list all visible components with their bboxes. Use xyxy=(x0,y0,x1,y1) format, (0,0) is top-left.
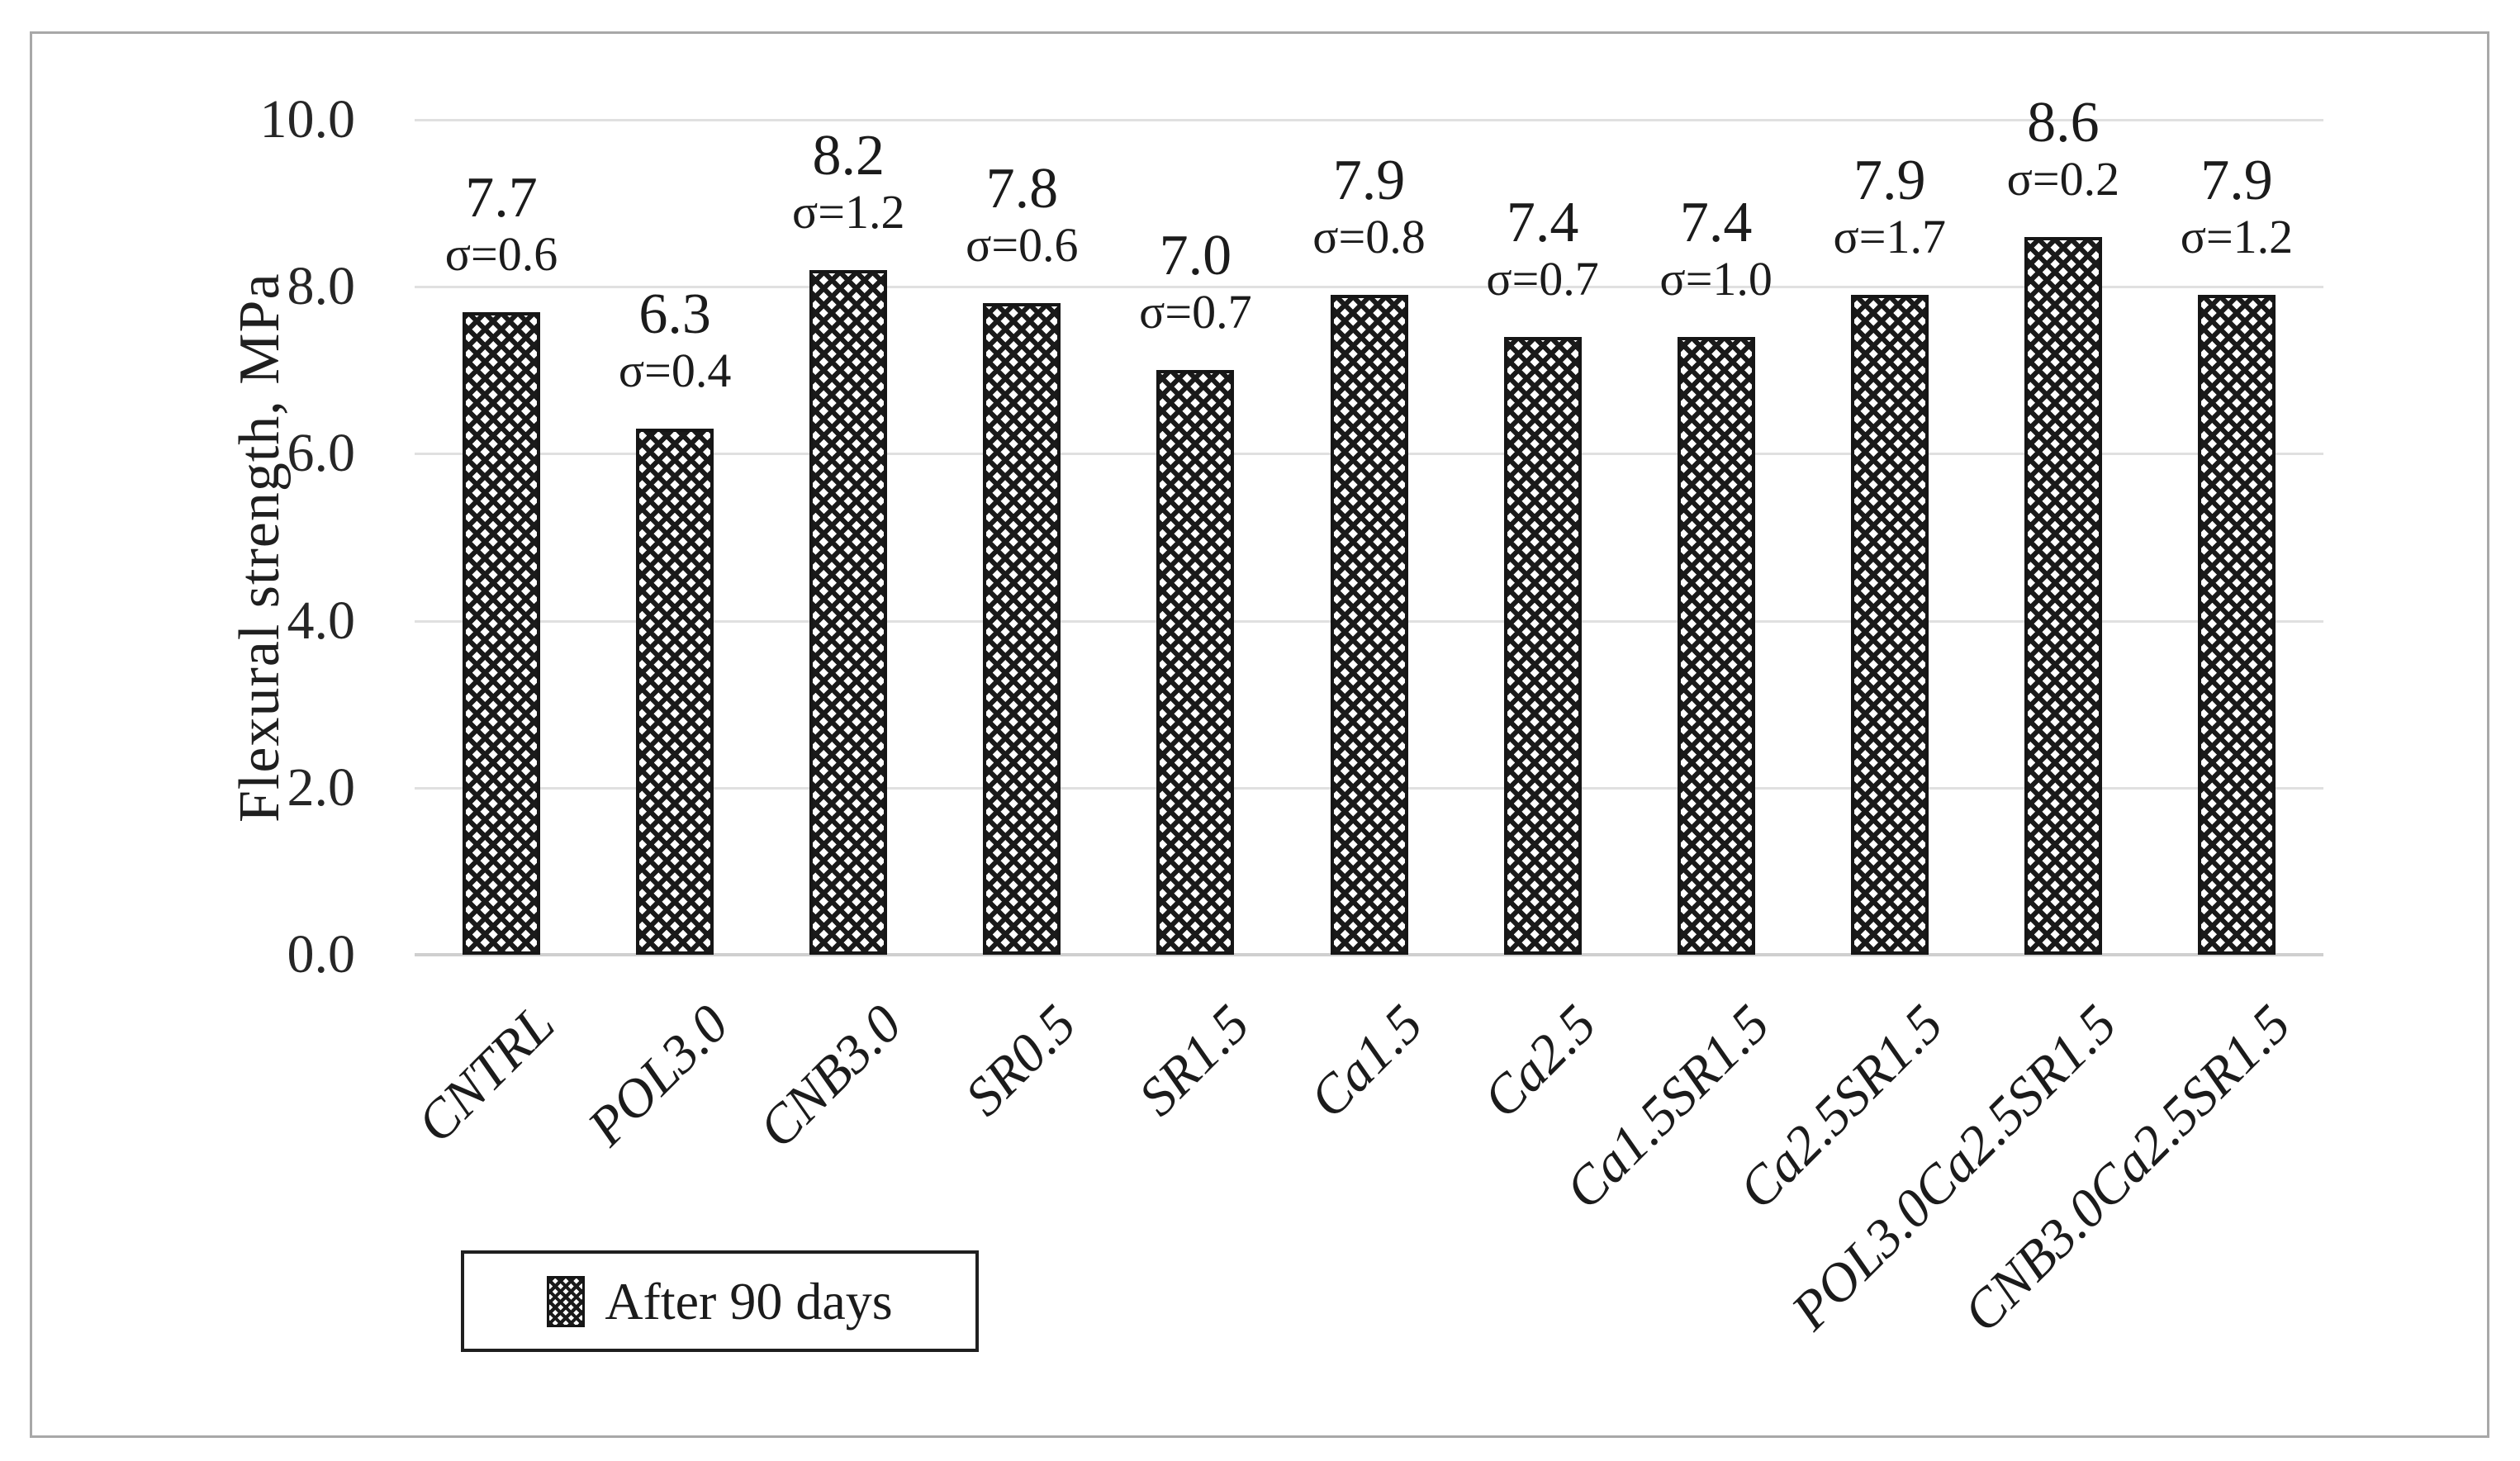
bar-SR1.5 xyxy=(1156,370,1235,955)
y-tick-label-0.0: 0.0 xyxy=(287,924,356,984)
bar-sigma-label-Ca1.5SR1.5: σ=1.0 xyxy=(1659,251,1773,306)
bar-value-label-POL3.0Ca2.5SR1.5: 8.6 xyxy=(2027,90,2100,154)
y-tick-label-8.0: 8.0 xyxy=(287,256,356,317)
bar-POL3.0Ca2.5SR1.5 xyxy=(2024,236,2102,955)
bar-Ca1.5 xyxy=(1330,295,1408,955)
bar-SR0.5 xyxy=(983,303,1061,955)
gridline-8.0 xyxy=(415,286,2323,289)
bar-CNB3.0Ca2.5SR1.5 xyxy=(2197,295,2276,955)
x-axis-label-Ca1.5: Ca1.5 xyxy=(1298,994,1435,1130)
legend-label: After 90 days xyxy=(605,1271,893,1331)
y-tick-label-4.0: 4.0 xyxy=(287,590,356,651)
bar-value-label-Ca2.5SR1.5: 7.9 xyxy=(1853,149,1926,213)
bar-value-label-POL3.0: 6.3 xyxy=(638,282,711,347)
bar-sigma-label-Ca2.5SR1.5: σ=1.7 xyxy=(1833,210,1947,264)
bar-sigma-label-CNTRL: σ=0.6 xyxy=(444,226,558,281)
x-axis-label-SR1.5: SR1.5 xyxy=(1127,994,1261,1127)
gridline-10.0 xyxy=(415,119,2323,121)
x-axis-label-POL3.0Ca2.5SR1.5: POL3.0Ca2.5SR1.5 xyxy=(1780,994,2128,1342)
gridline-0.0 xyxy=(415,953,2323,956)
x-axis-label-CNTRL: CNTRL xyxy=(406,994,567,1155)
bar-POL3.0 xyxy=(636,429,714,955)
bar-sigma-label-Ca2.5: σ=0.7 xyxy=(1486,251,1599,306)
x-axis-label-Ca2.5: Ca2.5 xyxy=(1471,994,1608,1130)
x-axis-label-CNB3.0: CNB3.0 xyxy=(747,994,914,1160)
legend-swatch-crosshatch-icon xyxy=(547,1275,586,1327)
bar-sigma-label-CNB3.0: σ=1.2 xyxy=(791,184,905,239)
bar-value-label-CNB3.0Ca2.5SR1.5: 7.9 xyxy=(2200,149,2273,213)
bar-value-label-Ca1.5: 7.9 xyxy=(1332,149,1406,213)
bar-sigma-label-CNB3.0Ca2.5SR1.5: σ=1.2 xyxy=(2180,210,2294,264)
bar-sigma-label-POL3.0Ca2.5SR1.5: σ=0.2 xyxy=(2006,151,2120,206)
bar-CNTRL xyxy=(463,311,541,955)
bar-sigma-label-SR1.5: σ=0.7 xyxy=(1139,285,1252,339)
bar-value-label-SR0.5: 7.8 xyxy=(985,157,1059,221)
bar-value-label-CNB3.0: 8.2 xyxy=(812,123,885,187)
y-tick-label-6.0: 6.0 xyxy=(287,423,356,484)
bar-Ca2.5 xyxy=(1503,336,1582,955)
x-axis-label-POL3.0: POL3.0 xyxy=(576,994,740,1158)
x-axis-label-CNB3.0Ca2.5SR1.5: CNB3.0Ca2.5SR1.5 xyxy=(1952,994,2302,1344)
bar-Ca1.5SR1.5 xyxy=(1677,336,1755,955)
x-axis-label-SR0.5: SR0.5 xyxy=(953,994,1088,1127)
bar-sigma-label-POL3.0: σ=0.4 xyxy=(618,344,732,398)
y-tick-label-10.0: 10.0 xyxy=(259,89,356,149)
y-tick-label-2.0: 2.0 xyxy=(287,757,356,818)
bar-CNB3.0 xyxy=(809,269,888,955)
legend: After 90 days xyxy=(461,1250,979,1352)
bar-value-label-SR1.5: 7.0 xyxy=(1159,224,1232,288)
bar-value-label-CNTRL: 7.7 xyxy=(465,165,538,230)
bar-sigma-label-SR0.5: σ=0.6 xyxy=(966,218,1079,273)
bar-value-label-Ca1.5SR1.5: 7.4 xyxy=(1679,190,1753,254)
bar-Ca2.5SR1.5 xyxy=(1850,295,1929,955)
bar-sigma-label-Ca1.5: σ=0.8 xyxy=(1312,210,1426,264)
bar-value-label-Ca2.5: 7.4 xyxy=(1506,190,1579,254)
